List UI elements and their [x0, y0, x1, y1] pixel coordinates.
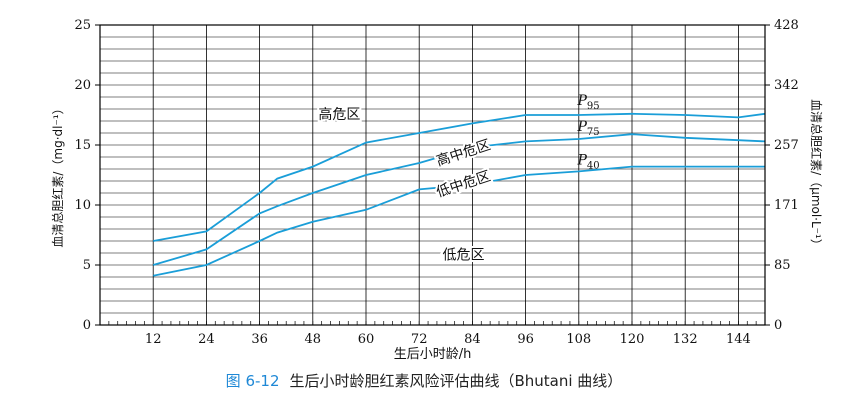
- bhutani-chart: 12 24 36 48 60 72 84 96 108 120 132 144 0 5 10 15 20 25 0 8…: [50, 18, 824, 362]
- y2-tick-label: 257: [774, 138, 799, 153]
- plot-border: [99, 24, 766, 326]
- y-tick-label: 20: [74, 78, 91, 93]
- figure-number: 图 6-12: [225, 372, 280, 390]
- x-tick-label: 120: [620, 332, 645, 347]
- figure-caption-text: 生后小时龄胆红素风险评估曲线（Bhutani 曲线）: [289, 372, 623, 390]
- y-tick-label: 10: [74, 198, 91, 213]
- x-tick-label: 24: [198, 332, 215, 347]
- y2-tick-label: 428: [774, 18, 799, 33]
- x-axis-title: 生后小时龄/h: [394, 347, 472, 362]
- y-axis-title: 血清总胆红素/（mg·dl⁻¹）: [50, 102, 65, 247]
- y2-tick-label: 342: [774, 78, 799, 93]
- zone-label: 高危区: [318, 106, 360, 123]
- x-tick-label: 72: [411, 332, 428, 347]
- axis-ticks: 12 24 36 48 60 72 84 96 108 120 132 144 0 5 10 15 20 25 0 8…: [74, 18, 798, 347]
- series-line-p40: [153, 165, 765, 277]
- y-tick-label: 25: [74, 18, 91, 33]
- x-tick-label: 144: [726, 332, 751, 347]
- x-tick-label: 84: [464, 332, 481, 347]
- series-lines: [152, 112, 766, 277]
- y-tick-label: 0: [83, 318, 91, 333]
- y2-tick-label: 0: [774, 318, 782, 333]
- y2-axis-title: 血清总胆红素/（μmol·L⁻¹）: [809, 99, 824, 251]
- y2-tick-label: 85: [774, 258, 791, 273]
- plot-frame: [99, 24, 766, 326]
- x-tick-label: 36: [251, 332, 268, 347]
- x-tick-label: 12: [145, 332, 162, 347]
- series-label-p75: P75: [576, 119, 599, 138]
- zone-label: 高中危区: [434, 136, 493, 169]
- series-label-p40: P40: [576, 152, 599, 171]
- x-tick-label: 108: [566, 332, 591, 347]
- series-line-p95: [153, 112, 766, 242]
- x-tick-label: 60: [358, 332, 375, 347]
- y2-tick-label: 171: [774, 198, 799, 213]
- x-tick-label: 48: [305, 332, 322, 347]
- figure-caption: 图 6-12 生后小时龄胆红素风险评估曲线（Bhutani 曲线）: [0, 370, 848, 391]
- x-tick-label: 132: [673, 332, 698, 347]
- y-tick-label: 15: [74, 138, 91, 153]
- zone-label: 低危区: [443, 247, 485, 263]
- series-line-p75: [152, 133, 766, 266]
- x-tick-label: 96: [517, 332, 534, 347]
- y-tick-label: 5: [83, 258, 91, 273]
- grid-lines: [100, 25, 765, 325]
- series-label-p95: P95: [576, 93, 599, 112]
- zone-label: 低中危区: [434, 168, 492, 201]
